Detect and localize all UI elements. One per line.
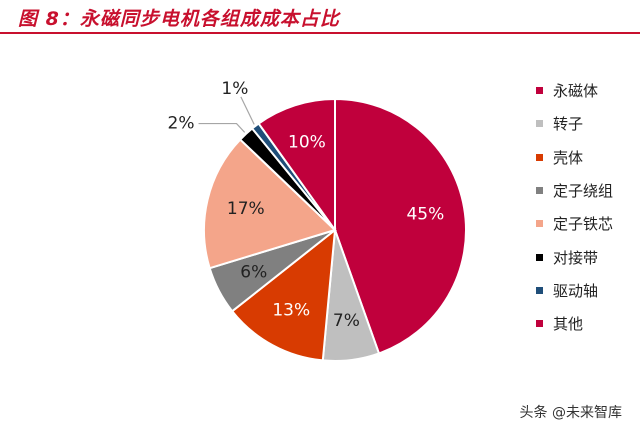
legend-label-4: 定子铁芯 [553, 215, 614, 234]
legend-item-4: 定子铁芯 [536, 207, 636, 240]
legend-swatch-5 [536, 253, 543, 261]
legend-item-0: 永磁体 [536, 74, 636, 107]
legend-swatch-6 [536, 286, 543, 294]
figure-title: 图 8：永磁同步电机各组成成本占比 [18, 8, 340, 30]
pie-slice-0 [334, 97, 467, 355]
legend-label-2: 壳体 [553, 148, 584, 167]
legend-swatch-7 [536, 320, 543, 328]
legend-item-7: 其他 [536, 307, 636, 340]
slice-value-label-7: 10% [288, 133, 326, 153]
legend-swatch-1 [536, 120, 543, 128]
slice-value-label-2: 13% [272, 301, 310, 321]
legend-label-5: 对接带 [553, 248, 599, 267]
watermark: 头条 @未来智库 [515, 400, 626, 424]
pie-slice-7 [257, 97, 336, 234]
slice-value-label-3: 6% [240, 263, 267, 283]
legend-swatch-3 [536, 187, 543, 195]
legend-swatch-2 [536, 153, 543, 161]
legend-label-0: 永磁体 [553, 82, 599, 101]
slice-value-label-4: 17% [227, 199, 265, 219]
slice-value-label-6: 1% [221, 79, 248, 99]
legend-swatch-4 [536, 220, 543, 228]
pie-slice-4 [203, 138, 337, 270]
slice-value-label-5: 2% [168, 114, 195, 134]
legend-label-1: 转子 [553, 115, 584, 134]
legend-item-6: 驱动轴 [536, 274, 636, 307]
slice-value-label-1: 7% [333, 311, 360, 331]
leader-line-5 [198, 122, 246, 133]
chart-legend: 永磁体转子壳体定子绕组定子铁芯对接带驱动轴其他 [536, 74, 636, 340]
legend-swatch-0 [536, 87, 543, 95]
pie-chart: 45% 7% 13%6% 17% 2% 1% 10% [168, 79, 467, 362]
legend-label-3: 定子绕组 [553, 182, 614, 201]
legend-item-1: 转子 [536, 107, 636, 140]
legend-label-6: 驱动轴 [553, 281, 599, 300]
title-bar: 图 8：永磁同步电机各组成成本占比 [0, 0, 640, 34]
leader-line-6 [240, 96, 255, 125]
legend-item-3: 定子绕组 [536, 174, 636, 207]
pie-slice-2 [230, 227, 337, 362]
legend-item-5: 对接带 [536, 240, 636, 273]
slice-value-label-0: 45% [406, 204, 444, 224]
legend-item-2: 壳体 [536, 141, 636, 174]
legend-label-7: 其他 [553, 315, 584, 334]
